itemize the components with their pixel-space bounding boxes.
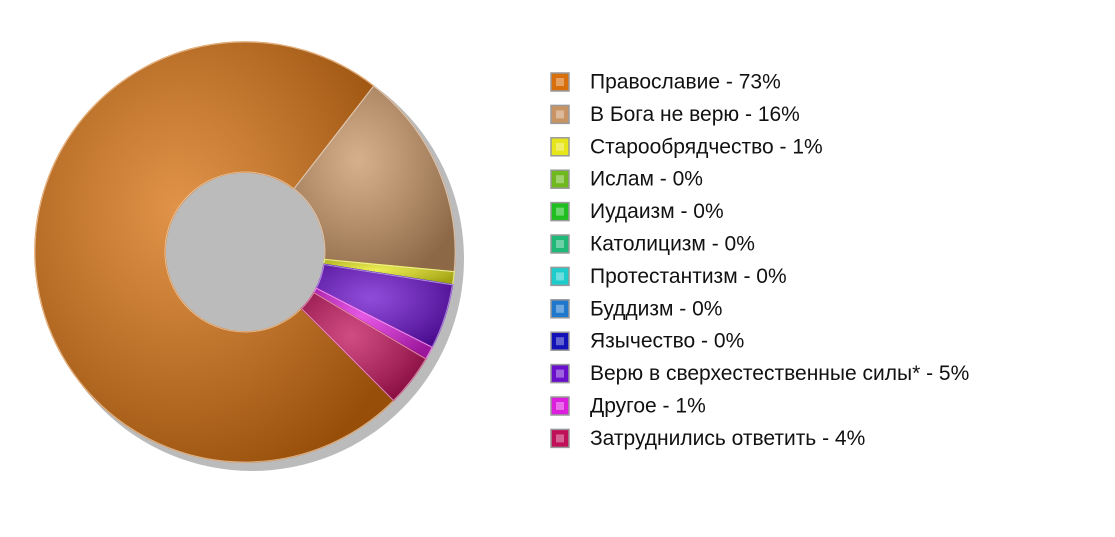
legend-label: Католицизм - 0% (590, 233, 755, 256)
slice-shade (293, 85, 456, 273)
legend-label: Ислам - 0% (590, 168, 703, 191)
legend-swatch-glow (556, 337, 564, 346)
legend-swatch-glow (556, 402, 564, 410)
legend-swatch-glow (556, 175, 564, 184)
legend-swatch (550, 72, 570, 92)
legend-swatch-glow (556, 78, 564, 86)
legend-swatch-glow (556, 304, 564, 313)
legend-swatch (550, 201, 570, 222)
slice-shade (34, 41, 395, 463)
legend-swatch-glow (556, 207, 564, 216)
legend-swatch-glow (556, 434, 564, 443)
legend-swatch (550, 266, 570, 287)
slice-shade (300, 292, 427, 402)
legend-swatch-glow (556, 369, 564, 378)
legend-swatch-glow (556, 240, 564, 248)
legend-swatch (550, 234, 570, 254)
legend-label: Другое - 1% (590, 395, 706, 418)
legend-label: Язычество - 0% (590, 330, 744, 353)
legend-swatch (550, 331, 570, 351)
legend-label: Протестантизм - 0% (590, 265, 787, 288)
legend-label: Старообрядчество - 1% (590, 135, 823, 158)
legend-label: Затруднились ответить - 4% (590, 427, 865, 450)
legend-label: Буддизм - 0% (590, 297, 722, 320)
legend-label: В Бога не верю - 16% (590, 103, 800, 126)
legend-swatch (550, 104, 570, 125)
legend-label: Иудаизм - 0% (590, 200, 724, 223)
legend-swatch (550, 299, 570, 319)
legend: Православие - 73% В Бога не верю - 16% Ста… (550, 71, 969, 450)
legend-swatch (550, 396, 570, 416)
donut (34, 41, 456, 463)
legend-swatch (550, 169, 570, 189)
legend-swatch (550, 363, 570, 384)
legend-swatch-glow (556, 110, 564, 119)
legend-swatch (550, 428, 570, 449)
legend-label: Верю в сверхестественные силы* - 5% (590, 362, 969, 385)
legend-swatch-glow (556, 272, 564, 281)
legend-label: Православие - 73% (590, 71, 781, 94)
legend-swatch (550, 137, 570, 157)
legend-swatch-glow (556, 142, 564, 151)
